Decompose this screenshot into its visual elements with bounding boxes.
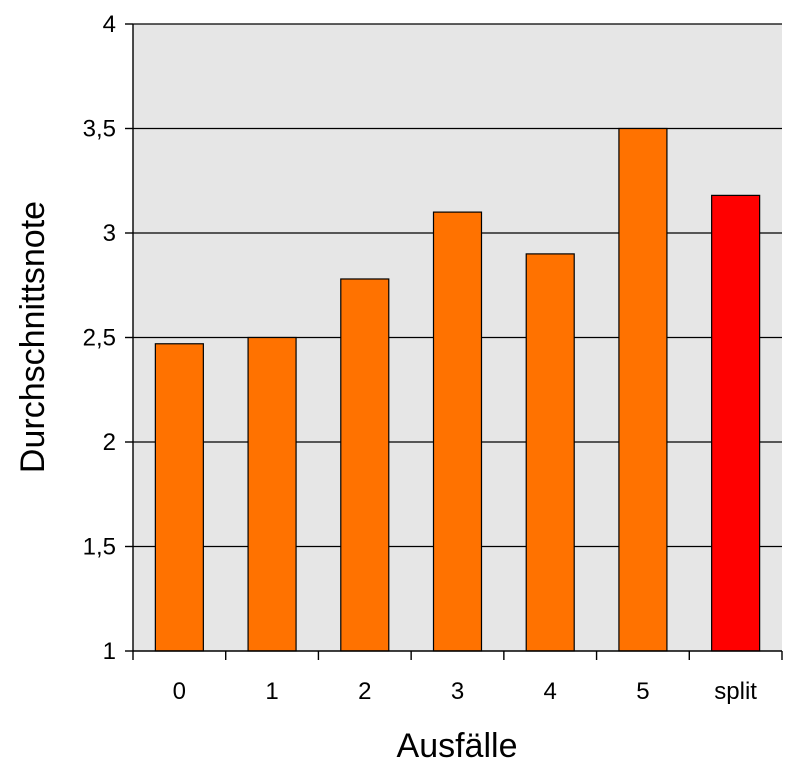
x-tick-label-0: 0 [173,678,186,705]
bar-1 [247,336,297,652]
x-tick-label-split: split [714,678,757,705]
x-tick-label-1: 1 [265,678,278,705]
y-tick-label-3: 2,5 [83,325,116,352]
bar-2 [340,278,390,652]
x-tick-label-3: 3 [451,678,464,705]
y-axis-title: Durchschnittsnote [14,201,52,473]
y-tick-label-5: 3,5 [83,116,116,143]
y-tick-labels: 1 1,5 2 2,5 3 3,5 4 [83,11,116,665]
y-tick-label-1: 1,5 [83,534,116,561]
axes [125,23,783,660]
x-tick-label-5: 5 [636,678,649,705]
bars [154,127,761,652]
bar-3 [432,211,483,652]
bar-split [711,194,761,652]
x-tick-label-2: 2 [358,678,371,705]
x-axis-title: Ausfälle [397,727,518,765]
bar-0 [154,343,204,652]
y-tick-label-4: 3 [103,220,116,247]
x-tick-labels: 0 1 2 3 4 5 split [173,678,758,705]
bar-5 [618,127,668,652]
y-tick-label-6: 4 [103,11,116,38]
y-tick-label-2: 2 [103,429,116,456]
x-tick-label-4: 4 [544,678,557,705]
y-tick-label-0: 1 [103,638,116,665]
bar-4 [525,253,575,652]
